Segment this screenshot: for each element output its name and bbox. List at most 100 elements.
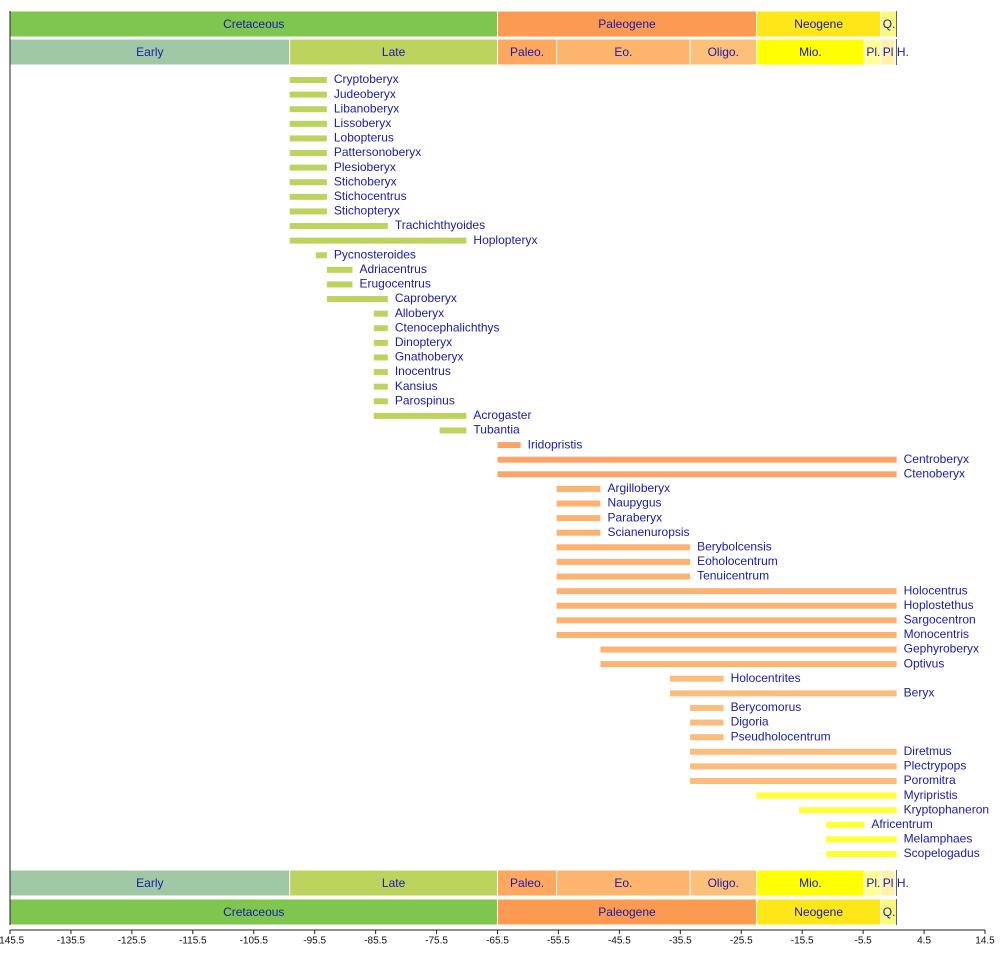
taxon-label: Kansius (395, 379, 438, 393)
taxon-label: Scianenuropsis (607, 525, 689, 539)
x-tick-label: -115.5 (179, 936, 207, 947)
band-label: Early (136, 45, 163, 59)
range-bar (326, 281, 353, 288)
taxon-label: Lobopterus (334, 131, 394, 145)
x-tick-label: -65.5 (486, 936, 509, 947)
time-band (9, 869, 291, 897)
range-bar (373, 412, 467, 419)
band-label: Oligo. (708, 45, 739, 59)
range-bar (556, 529, 601, 536)
taxon-label: Dinopteryx (395, 335, 452, 349)
x-tick-label: -15.5 (791, 936, 814, 947)
range-bar (556, 544, 691, 551)
range-bar (373, 325, 388, 332)
taxon-label: Argilloberyx (607, 481, 670, 495)
taxon-label: Libanoberyx (334, 101, 399, 115)
range-bar (289, 150, 327, 157)
time-band (9, 10, 498, 38)
taxon-label: Ctenoberyx (904, 466, 965, 480)
taxon-label: Myripristis (904, 788, 958, 802)
taxon-label: Digoria (731, 715, 769, 729)
taxon-label: Diretmus (904, 744, 952, 758)
band-label: Late (382, 45, 406, 59)
range-bar (690, 719, 724, 726)
band-label: Pl. (866, 45, 880, 59)
range-bar (497, 456, 897, 463)
taxon-label: Hoplopteryx (473, 233, 537, 247)
range-bar (289, 223, 388, 230)
range-bar (289, 164, 327, 171)
band-label: Mio. (799, 876, 822, 890)
range-bar (825, 851, 897, 857)
range-bar (439, 427, 467, 434)
band-label: Eo. (614, 876, 632, 890)
taxon-label: Cryptoberyx (334, 72, 399, 86)
taxon-label: Kryptophaneron (904, 802, 989, 816)
taxon-label: Trachichthyoides (395, 218, 485, 232)
time-band (755, 869, 865, 897)
time-band (289, 869, 498, 897)
range-bar (556, 602, 897, 609)
range-bar (373, 339, 388, 346)
time-band (497, 38, 558, 66)
band-label: H. (897, 876, 909, 890)
taxon-label: Eoholocentrum (697, 554, 778, 568)
range-bar (669, 690, 897, 697)
band-label: Neogene (794, 17, 843, 31)
taxon-label: Berycomorus (731, 700, 802, 714)
range-bar (690, 763, 897, 770)
taxon-label: Tubantia (473, 423, 520, 437)
taxon-label: Beryx (904, 686, 935, 700)
taxon-label: Holocentrites (731, 671, 801, 685)
time-band (556, 38, 691, 66)
taxon-label: Africentrum (871, 817, 932, 831)
range-bar (825, 821, 865, 828)
taxon-label: Melamphaes (904, 832, 973, 846)
taxon-label: Paraberyx (607, 510, 662, 524)
range-bar (289, 135, 327, 142)
range-bar (373, 383, 388, 390)
x-tick-label: -45.5 (608, 936, 631, 947)
taxon-label: Parospinus (395, 393, 455, 407)
taxon-label: Tenuicentrum (697, 569, 769, 583)
band-label: Paleo. (510, 45, 544, 59)
taxon-label: Stichoberyx (334, 174, 397, 188)
band-label: Pl. (883, 45, 897, 59)
range-bar (315, 252, 327, 259)
range-bar (373, 354, 388, 361)
x-tick-label: 4.5 (917, 936, 931, 947)
taxon-label: Pseudholocentrum (731, 729, 831, 743)
band-label: Q. (883, 17, 896, 31)
taxon-label: Hoplostethus (904, 598, 974, 612)
taxon-label: Alloberyx (395, 306, 444, 320)
time-band (689, 869, 757, 897)
taxon-label: Erugocentrus (359, 277, 430, 291)
range-bar (289, 237, 467, 244)
taxon-label: Gnathoberyx (395, 350, 464, 364)
x-tick-label: -95.5 (303, 936, 326, 947)
time-band (755, 898, 882, 926)
band-label: Neogene (794, 905, 843, 919)
band-label: Pl. (883, 876, 897, 890)
taxon-label: Naupygus (607, 496, 661, 510)
taxon-label: Lissoberyx (334, 116, 391, 130)
taxon-label: Scopelogadus (904, 846, 980, 860)
taxon-label: Monocentris (904, 627, 969, 641)
range-bar (373, 398, 388, 405)
band-label: Cretaceous (223, 905, 284, 919)
taxon-label: Caproberyx (395, 291, 457, 305)
range-bar (289, 91, 327, 98)
taxon-label: Pycnosteroides (334, 247, 416, 261)
taxon-label: Poromitra (904, 773, 956, 787)
taxon-label: Berybolcensis (697, 539, 772, 553)
range-bar (373, 369, 388, 376)
range-bar (690, 704, 724, 711)
range-bar (289, 193, 327, 200)
x-tick-label: -125.5 (118, 936, 147, 947)
band-label: Paleo. (510, 876, 544, 890)
taxon-label: Adriacentrus (359, 262, 426, 276)
range-bar (556, 515, 601, 522)
x-tick-label: -35.5 (669, 936, 692, 947)
range-bar (497, 471, 897, 478)
